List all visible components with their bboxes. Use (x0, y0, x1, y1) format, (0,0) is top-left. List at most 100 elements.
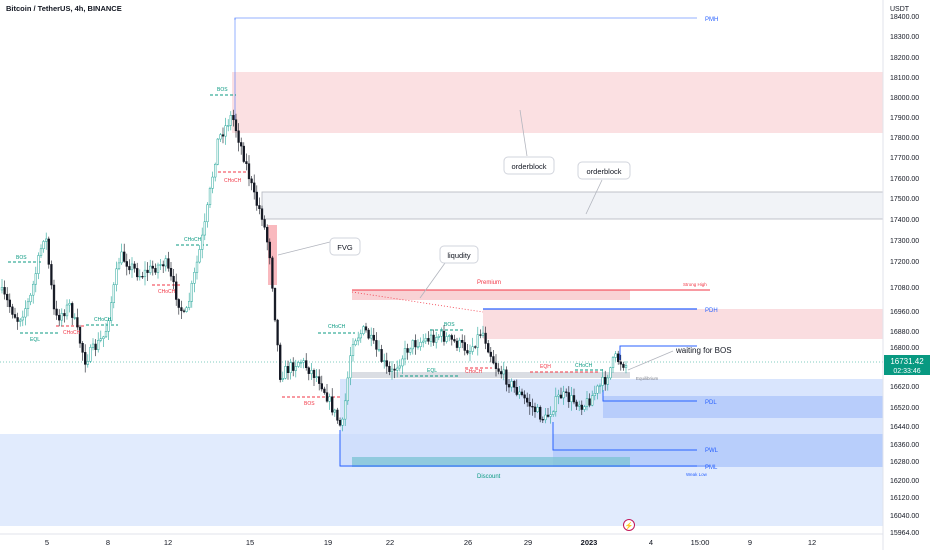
candle-body (323, 388, 326, 393)
candle-body (325, 392, 329, 402)
candle-body (115, 268, 118, 285)
candle-body (284, 366, 287, 379)
candle-body (216, 138, 219, 165)
candle-body (437, 336, 440, 338)
candle-body (164, 258, 167, 267)
candle-body (617, 353, 620, 363)
candle-body (526, 397, 529, 403)
candle-body (315, 376, 318, 378)
candle-body (528, 401, 531, 407)
candle-body (596, 385, 599, 394)
candle-body (476, 334, 479, 348)
candle-body (143, 269, 147, 277)
price-tick-label: 18200.00 (890, 55, 919, 62)
candle-body (117, 262, 121, 270)
candle-body (619, 361, 622, 365)
candle-body (258, 205, 261, 209)
candle-body (344, 400, 347, 420)
candle-body (364, 326, 368, 331)
weak-low-label: Weak Low (686, 472, 708, 477)
candle-body (58, 314, 61, 321)
candle-body (104, 331, 108, 338)
price-tick-label: 16520.00 (890, 405, 919, 412)
eql-label-2: EQL (427, 368, 437, 374)
candle-body (167, 258, 170, 269)
price-tick-label: 16200.00 (890, 478, 919, 485)
price-tick-label: 16620.00 (890, 384, 919, 391)
candle-body (263, 219, 266, 228)
candle-body (310, 370, 313, 374)
time-ticks: 5 8 12 15 19 22 26 29 2023 4 15:00 9 12 (45, 538, 816, 547)
candle-body (50, 264, 53, 286)
candle-body (520, 391, 524, 396)
callouts-layer: orderblock orderblock FVG liqudity waiti… (277, 109, 732, 371)
currency-label: USDT (890, 6, 910, 13)
price-tick-label: 16040.00 (890, 513, 919, 520)
lightning-icon[interactable] (623, 519, 635, 531)
candle-body (398, 365, 401, 369)
candle-body (76, 317, 79, 328)
symbol-title: Bitcoin / TetherUS, 4h, BINANCE (6, 4, 122, 13)
candle-body (328, 396, 331, 402)
candle-body (253, 182, 256, 193)
waiting-line (619, 345, 697, 360)
candle-body (68, 303, 71, 306)
candle-body (505, 369, 508, 385)
structure-labels: BOS EQL CHoCH CHoCH CHoCH CHoCH BOS CHoC… (16, 87, 593, 407)
candle-body (219, 134, 222, 140)
pdh-label: PDH (705, 308, 718, 314)
candle-body (461, 340, 464, 343)
candle-body (583, 406, 586, 410)
price-tick-label: 17300.00 (890, 238, 919, 245)
time-axis[interactable]: 5 8 12 15 19 22 26 29 2023 4 15:00 9 12 ⚡ (0, 519, 883, 548)
candle-body (110, 302, 113, 321)
orderblock-2-box[interactable] (577, 161, 631, 180)
candle-body (474, 346, 477, 348)
candle-body (440, 330, 443, 337)
lightning-glyph: ⚡ (625, 521, 634, 530)
candle-body (73, 317, 76, 319)
liquidity-text: liqudity (447, 251, 471, 260)
liquidity-box[interactable] (439, 245, 479, 264)
orderblock-1-box[interactable] (503, 156, 555, 175)
candle-body (37, 255, 40, 274)
orderblock-2-pointer (585, 179, 603, 215)
waiting-text: waiting for BOS (675, 346, 732, 355)
candle-body (84, 352, 87, 365)
candle-body (411, 340, 414, 350)
level-labels: PMH PDH PDL PWL PML Weak Low Strong High… (477, 17, 719, 480)
choch-label-2: CHoCH (94, 317, 112, 323)
candle-body (193, 272, 196, 284)
candle-body (375, 340, 378, 350)
candle-body (203, 221, 206, 236)
candle-body (523, 394, 526, 399)
time-tick-label: 12 (164, 538, 172, 547)
price-tick-label: 16120.00 (890, 495, 919, 502)
fvg-box[interactable] (329, 237, 361, 256)
choch-label-7: CHoCH (465, 369, 483, 375)
bos-label-3: BOS (304, 401, 315, 407)
candle-body (487, 343, 490, 353)
candle-body (346, 377, 349, 402)
candle-body (359, 333, 362, 339)
price-axis[interactable]: USDT 18400.00 18300.00 18200.00 18100.00 180… (882, 0, 930, 550)
waiting-pointer (627, 350, 674, 371)
premium-zone (352, 290, 630, 300)
zones-layer (0, 72, 884, 526)
candle-body (458, 340, 461, 348)
candle-body (120, 251, 123, 264)
choch-label-4: CHoCH (184, 237, 202, 243)
candle-body (240, 142, 243, 147)
time-tick-label: 15 (246, 538, 254, 547)
candle-body (518, 391, 521, 395)
candle-body (71, 303, 74, 318)
candle-body (513, 381, 516, 388)
candle-body (370, 334, 373, 339)
price-tick-label: 18000.00 (890, 95, 919, 102)
candle-body (367, 329, 370, 339)
time-tick-label: 8 (106, 538, 110, 547)
candle-body (34, 273, 37, 285)
bos-label-4: BOS (444, 322, 455, 328)
candle-body (624, 365, 628, 368)
